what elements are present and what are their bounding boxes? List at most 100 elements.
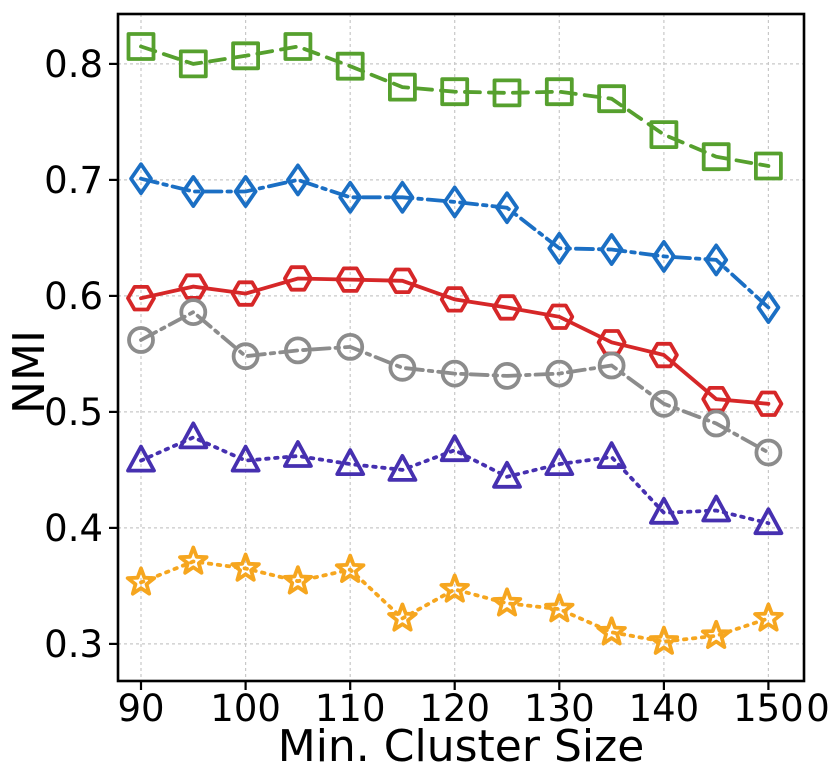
y-tick-label: 0.8: [44, 43, 103, 86]
circle-marker: [440, 359, 469, 388]
diamond-marker: [390, 180, 415, 214]
triangle-marker: [439, 434, 470, 463]
star-marker: [596, 616, 627, 646]
diamond-marker: [129, 162, 153, 196]
star-marker: [282, 565, 314, 595]
circle-marker: [545, 359, 574, 388]
diamond-marker: [286, 163, 310, 197]
circle-marker: [179, 298, 208, 327]
hexagon-marker: [753, 390, 784, 417]
series-line: [139, 276, 771, 406]
y-tick-label: 0.7: [44, 159, 103, 202]
series-red-hexagons: [126, 265, 784, 417]
diamond-marker: [495, 191, 519, 225]
circle-marker: [283, 336, 312, 365]
star-marker: [700, 619, 732, 649]
diamond-marker: [181, 175, 206, 208]
y-tick-label: 0.6: [44, 275, 103, 318]
hexagon-marker: [387, 267, 418, 294]
star-marker: [648, 625, 680, 655]
x-tick-label: 110: [315, 687, 386, 730]
diamond-marker: [442, 185, 467, 219]
circle-marker: [336, 332, 365, 361]
diamond-marker: [756, 291, 781, 324]
triangle-marker: [596, 441, 627, 469]
x-tick-label: 120: [419, 687, 490, 730]
square-marker: [492, 78, 522, 108]
clipped-right-tick-label: 0: [806, 687, 830, 730]
star-marker: [439, 573, 470, 603]
series-orange-stars: [125, 545, 784, 655]
hexagon-marker: [283, 265, 313, 292]
circle-marker: [650, 389, 678, 418]
diamond-marker: [704, 243, 729, 277]
y-tick-label: 0.3: [44, 623, 103, 666]
triangle-marker: [230, 444, 261, 473]
circle-marker: [388, 353, 417, 382]
series-layer: [125, 32, 784, 655]
y-axis-label: NMI: [4, 330, 55, 414]
series-gray-circles: [127, 298, 783, 467]
star-marker: [491, 587, 523, 617]
square-marker: [649, 120, 679, 149]
triangle-marker: [283, 440, 313, 468]
triangle-marker: [753, 507, 784, 536]
square-marker: [335, 51, 365, 81]
circle-marker: [493, 361, 521, 390]
star-marker: [334, 553, 366, 583]
star-marker: [753, 602, 784, 632]
series-line: [139, 309, 771, 455]
series-green-squares: [126, 32, 783, 181]
grid: [118, 14, 804, 681]
diamond-marker: [338, 180, 363, 214]
circle-marker: [754, 438, 783, 467]
circle-marker: [231, 342, 260, 371]
x-tick-label: 90: [117, 687, 164, 730]
circle-marker: [702, 409, 731, 438]
x-tick-label: 100: [210, 687, 281, 730]
triangle-marker: [701, 494, 732, 523]
plot-frame: [116, 12, 806, 683]
star-marker: [387, 602, 418, 632]
hexagon-marker: [178, 273, 209, 300]
hexagon-marker: [701, 386, 732, 413]
triangle-marker: [126, 444, 156, 473]
square-marker: [597, 84, 626, 114]
series-blue-diamonds: [129, 162, 781, 324]
tick-labels: 90 100 110 120 130 140 150 0.3 0.4 0.5 0.6 0.7 0.8: [44, 43, 804, 730]
triangle-marker: [178, 421, 209, 450]
hexagon-marker: [439, 286, 470, 313]
star-marker: [544, 593, 575, 623]
circle-marker: [597, 351, 626, 380]
diamond-marker: [233, 175, 258, 208]
star-marker: [125, 566, 157, 596]
x-tick-label: 140: [629, 687, 700, 730]
square-marker: [440, 77, 470, 107]
square-marker: [754, 151, 783, 181]
square-marker: [388, 72, 417, 102]
y-tick-label: 0.5: [44, 391, 103, 434]
square-marker: [178, 49, 208, 79]
diamond-marker: [652, 240, 676, 273]
hexagon-marker: [649, 341, 679, 369]
series-purple-triangles: [126, 421, 784, 536]
axes-frame: [116, 12, 806, 683]
x-tick-label: 150: [733, 687, 804, 730]
hexagon-marker: [335, 266, 366, 293]
diamond-marker: [599, 233, 624, 266]
series-line: [139, 44, 771, 168]
hexagon-marker: [230, 280, 261, 307]
triangle-marker: [544, 448, 575, 476]
star-marker: [230, 552, 261, 582]
hexagon-marker: [492, 294, 522, 321]
square-marker: [701, 142, 731, 172]
triangle-marker: [387, 454, 418, 482]
series-line: [139, 435, 771, 526]
star-marker: [178, 545, 209, 575]
triangle-marker: [649, 496, 679, 525]
y-tick-label: 0.4: [44, 507, 103, 550]
circle-marker: [127, 326, 155, 354]
square-marker: [126, 32, 156, 61]
